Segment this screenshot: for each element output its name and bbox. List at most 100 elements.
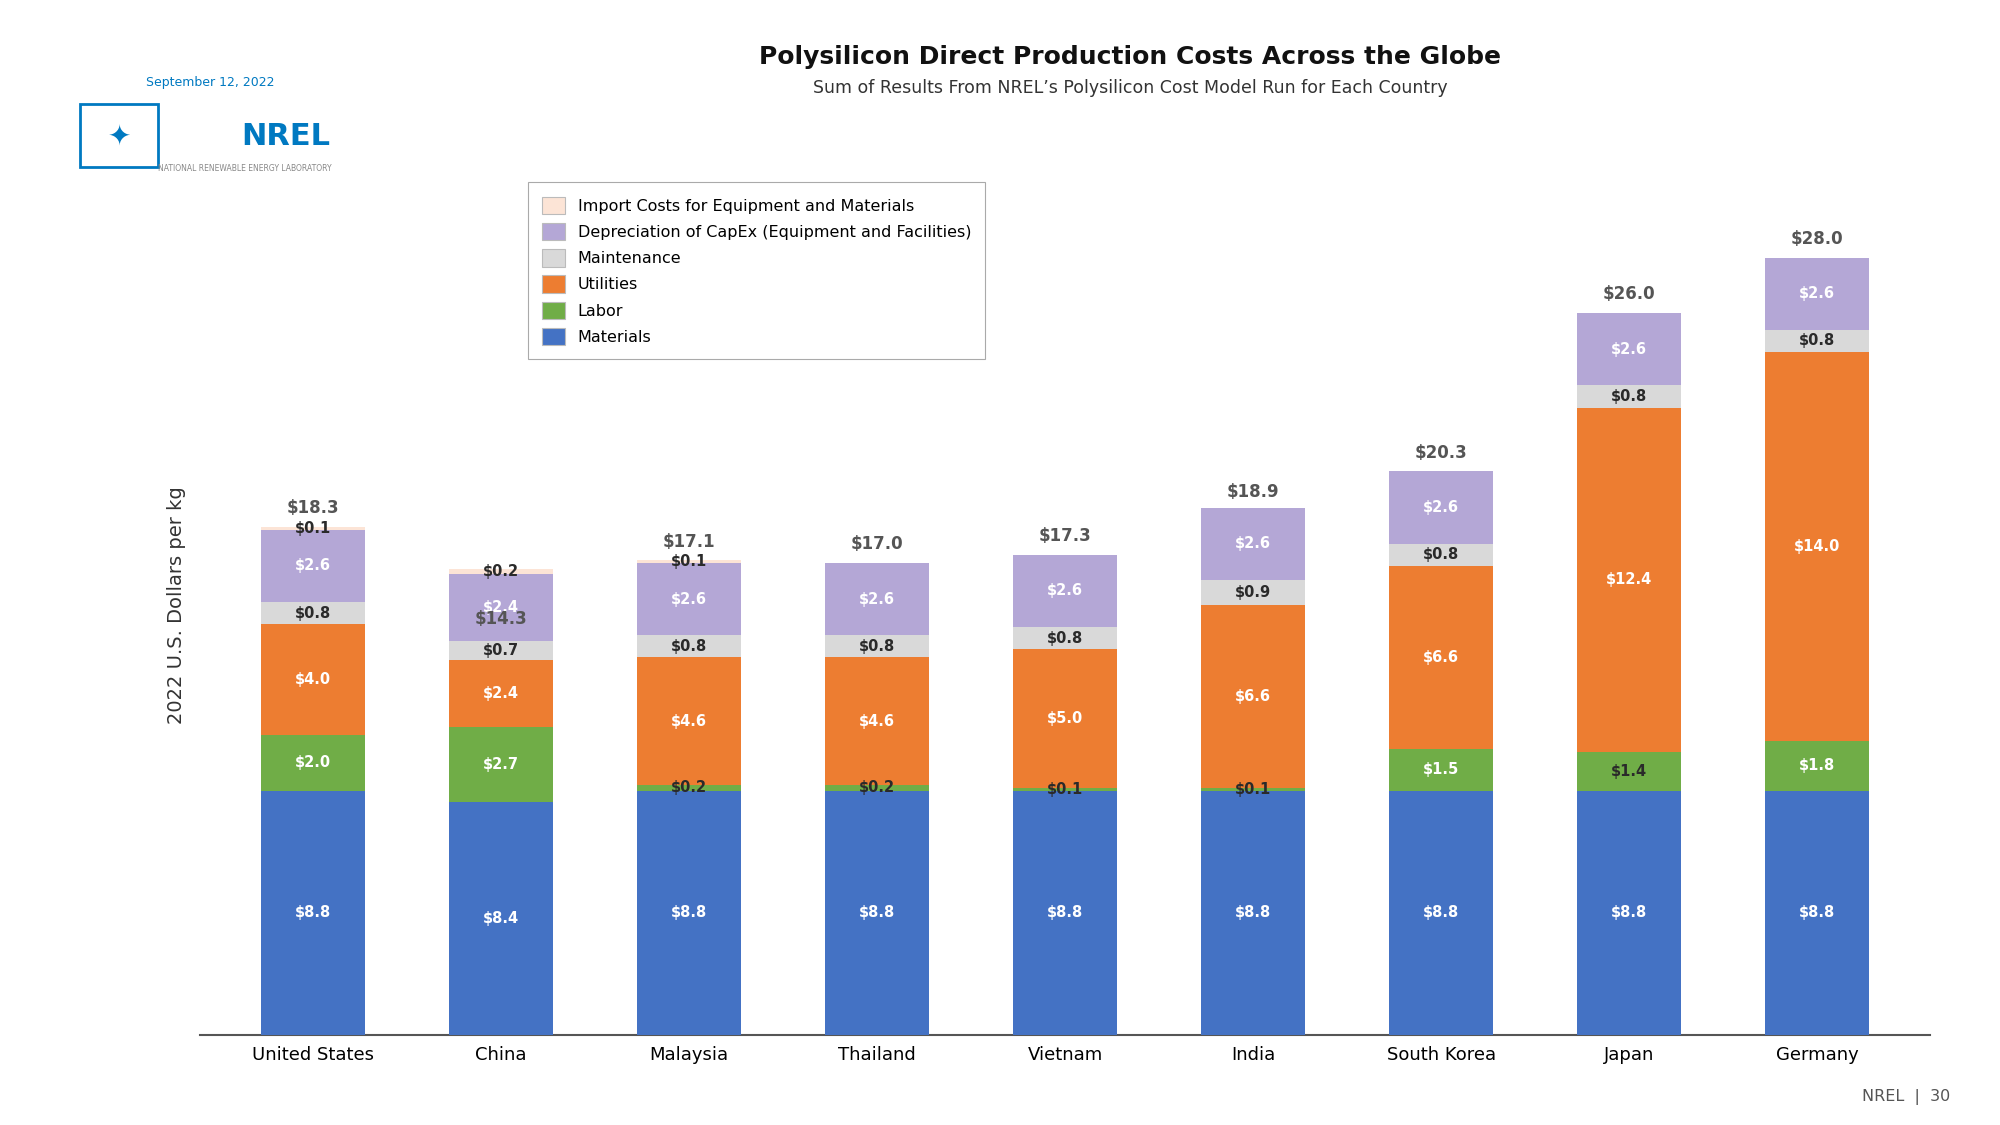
Bar	[1578, 386, 1680, 407]
Bar	[638, 636, 740, 657]
Text: ✦: ✦	[108, 123, 130, 150]
Text: $8.8: $8.8	[1800, 906, 1836, 920]
Bar	[450, 802, 552, 1035]
Bar	[262, 624, 364, 735]
Text: $8.8: $8.8	[670, 906, 708, 920]
Text: $0.1: $0.1	[1234, 782, 1272, 796]
Text: $8.8: $8.8	[1046, 906, 1084, 920]
Text: $2.4: $2.4	[482, 600, 518, 615]
Bar	[1390, 566, 1492, 749]
Text: $14.3: $14.3	[474, 610, 528, 628]
Bar	[1202, 605, 1304, 787]
Bar	[826, 562, 928, 636]
Bar	[1390, 791, 1492, 1035]
Text: NATIONAL RENEWABLE ENERGY LABORATORY: NATIONAL RENEWABLE ENERGY LABORATORY	[158, 164, 332, 173]
Text: $2.7: $2.7	[482, 757, 518, 772]
Text: $4.6: $4.6	[670, 713, 706, 729]
Bar	[450, 568, 552, 574]
Text: $2.6: $2.6	[670, 592, 706, 606]
Text: $26.0: $26.0	[1602, 286, 1656, 304]
Bar	[1766, 258, 1868, 330]
Text: NREL  |  30: NREL | 30	[1862, 1089, 1950, 1105]
Bar	[638, 560, 740, 562]
Text: $0.8: $0.8	[670, 639, 708, 654]
Text: $0.8: $0.8	[1612, 389, 1648, 404]
Text: $1.5: $1.5	[1422, 763, 1460, 777]
Text: Summary of Results from NREL’s Bottom-Up Cost Models: Summary of Results from NREL’s Bottom-Up…	[112, 39, 1888, 93]
Bar	[1390, 749, 1492, 791]
Bar	[450, 641, 552, 660]
Text: $2.6: $2.6	[1048, 583, 1084, 598]
Legend: Import Costs for Equipment and Materials, Depreciation of CapEx (Equipment and F: Import Costs for Equipment and Materials…	[528, 182, 986, 360]
Bar	[826, 785, 928, 791]
Text: $12.4: $12.4	[1606, 573, 1652, 587]
Bar	[638, 791, 740, 1035]
Bar	[1014, 555, 1116, 627]
Text: $8.8: $8.8	[1612, 906, 1648, 920]
Text: $2.6: $2.6	[1424, 500, 1460, 515]
Text: $2.6: $2.6	[1612, 342, 1648, 357]
Text: $8.8: $8.8	[294, 906, 330, 920]
Y-axis label: 2022 U.S. Dollars per kg: 2022 U.S. Dollars per kg	[168, 486, 186, 723]
Text: $6.6: $6.6	[1424, 650, 1460, 665]
Text: $8.4: $8.4	[482, 911, 518, 926]
Text: $0.8: $0.8	[858, 639, 896, 654]
Bar	[1766, 352, 1868, 740]
Bar	[1578, 791, 1680, 1035]
Bar	[1578, 313, 1680, 386]
Text: $0.1: $0.1	[670, 555, 708, 569]
Text: $0.2: $0.2	[670, 781, 706, 795]
Text: $17.3: $17.3	[1038, 526, 1092, 544]
Text: Sum of Results From NREL’s Polysilicon Cost Model Run for Each Country: Sum of Results From NREL’s Polysilicon C…	[812, 79, 1448, 97]
Bar	[1578, 407, 1680, 752]
Text: $8.8: $8.8	[858, 906, 896, 920]
Bar	[1202, 579, 1304, 605]
Bar	[1014, 649, 1116, 788]
Text: $2.6: $2.6	[858, 592, 894, 606]
Bar	[262, 526, 364, 530]
Bar	[262, 530, 364, 602]
Text: $20.3: $20.3	[1414, 443, 1468, 461]
Text: $2.6: $2.6	[294, 558, 330, 574]
Text: $0.1: $0.1	[294, 521, 330, 536]
Text: $14.0: $14.0	[1794, 539, 1840, 554]
Text: September 12, 2022: September 12, 2022	[146, 75, 274, 89]
Text: $8.8: $8.8	[1234, 906, 1272, 920]
Text: $8.8: $8.8	[1422, 906, 1460, 920]
Text: $4.0: $4.0	[294, 672, 330, 687]
Bar	[638, 562, 740, 636]
Bar	[262, 602, 364, 624]
Bar	[1014, 627, 1116, 649]
Bar	[1390, 471, 1492, 543]
Text: $18.3: $18.3	[286, 500, 340, 518]
Text: $2.6: $2.6	[1236, 537, 1272, 551]
Text: $5.0: $5.0	[1046, 711, 1084, 726]
Bar	[638, 785, 740, 791]
Bar	[826, 791, 928, 1035]
Text: $6.6: $6.6	[1236, 688, 1272, 704]
Text: $0.1: $0.1	[1046, 782, 1084, 796]
Bar	[638, 657, 740, 785]
Text: $4.6: $4.6	[858, 713, 894, 729]
Text: $0.2: $0.2	[482, 564, 518, 579]
Bar	[1014, 788, 1116, 791]
Bar	[826, 657, 928, 785]
Text: $0.7: $0.7	[482, 644, 518, 658]
Text: Polysilicon Direct Production Costs Across the Globe: Polysilicon Direct Production Costs Acro…	[760, 45, 1500, 69]
Bar	[1766, 740, 1868, 791]
Text: $2.0: $2.0	[294, 755, 330, 771]
Text: $17.1: $17.1	[662, 532, 716, 550]
Bar	[1766, 330, 1868, 352]
Bar	[450, 574, 552, 641]
Bar	[1390, 543, 1492, 566]
Text: $1.4: $1.4	[1612, 764, 1648, 778]
Text: $28.0: $28.0	[1790, 229, 1844, 248]
Text: $0.9: $0.9	[1234, 585, 1272, 600]
Text: $0.8: $0.8	[1046, 630, 1084, 646]
Bar	[1202, 507, 1304, 579]
Bar	[826, 636, 928, 657]
Text: $17.0: $17.0	[850, 536, 904, 554]
Text: $2.6: $2.6	[1800, 286, 1836, 302]
Text: $0.2: $0.2	[858, 781, 896, 795]
Text: $0.8: $0.8	[294, 605, 330, 621]
